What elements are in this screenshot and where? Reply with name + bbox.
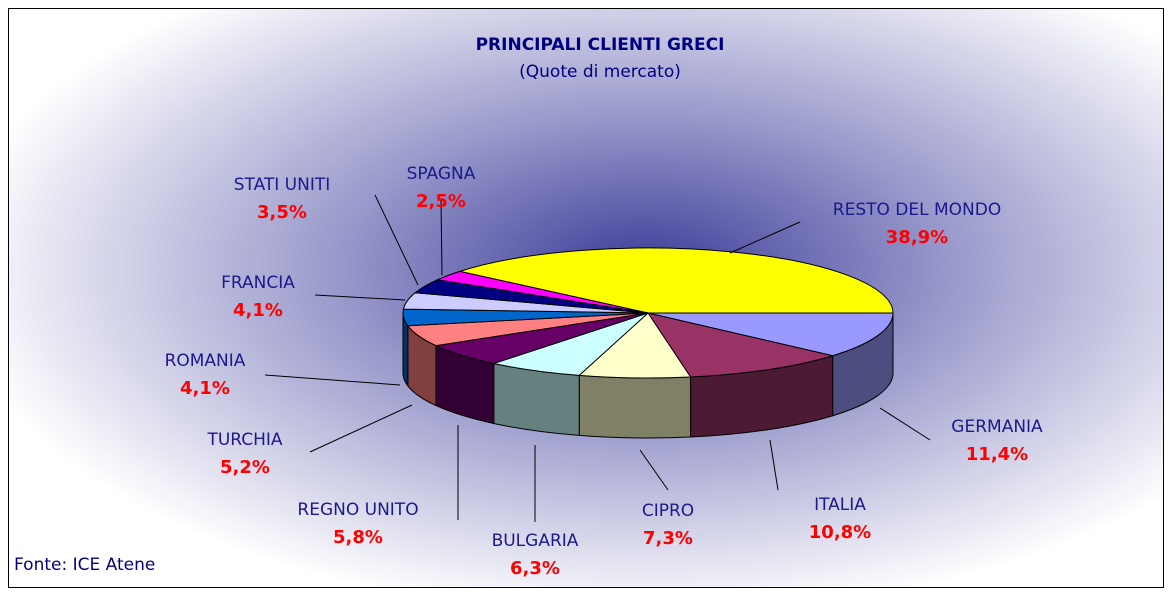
value-label: 7,3% (643, 528, 693, 549)
leader-line (264, 374, 401, 386)
category-label: ITALIA (814, 495, 866, 515)
category-label: RESTO DEL MONDO (833, 200, 1001, 220)
chart-subtitle: (Quote di mercato) (519, 62, 681, 82)
category-label: BULGARIA (492, 531, 579, 551)
category-label: REGNO UNITO (297, 500, 418, 520)
slice (647, 312, 894, 357)
slice (646, 312, 835, 378)
value-label: 10,8% (809, 522, 871, 543)
leader-line (769, 439, 779, 491)
category-label: STATI UNITI (234, 175, 331, 195)
leader-line (639, 449, 669, 491)
chart-title: PRINCIPALI CLIENTI GRECI (476, 35, 725, 55)
leader-line (879, 407, 931, 441)
slice (578, 312, 692, 379)
leader-line (440, 199, 443, 276)
category-label: GERMANIA (951, 417, 1043, 437)
value-label: 4,1% (180, 378, 230, 399)
category-label: ROMANIA (165, 351, 246, 371)
slice (435, 270, 649, 314)
source-note: Fonte: ICE Atene (14, 555, 155, 575)
category-label: SPAGNA (407, 164, 476, 184)
value-label: 4,1% (233, 300, 283, 321)
value-label: 2,5% (416, 191, 466, 212)
leader-line (314, 294, 406, 301)
slice-side (578, 374, 692, 439)
value-label: 5,8% (333, 527, 383, 548)
leader-line (309, 404, 413, 453)
leader-line (729, 221, 801, 254)
leader-line (374, 194, 419, 286)
value-label: 6,3% (510, 558, 560, 579)
category-label: FRANCIA (221, 273, 295, 293)
value-label: 11,4% (966, 444, 1028, 465)
value-label: 5,2% (220, 457, 270, 478)
category-label: TURCHIA (206, 430, 282, 450)
value-label: 38,9% (886, 227, 948, 248)
category-label: CIPRO (642, 501, 694, 521)
value-label: 3,5% (257, 202, 307, 223)
